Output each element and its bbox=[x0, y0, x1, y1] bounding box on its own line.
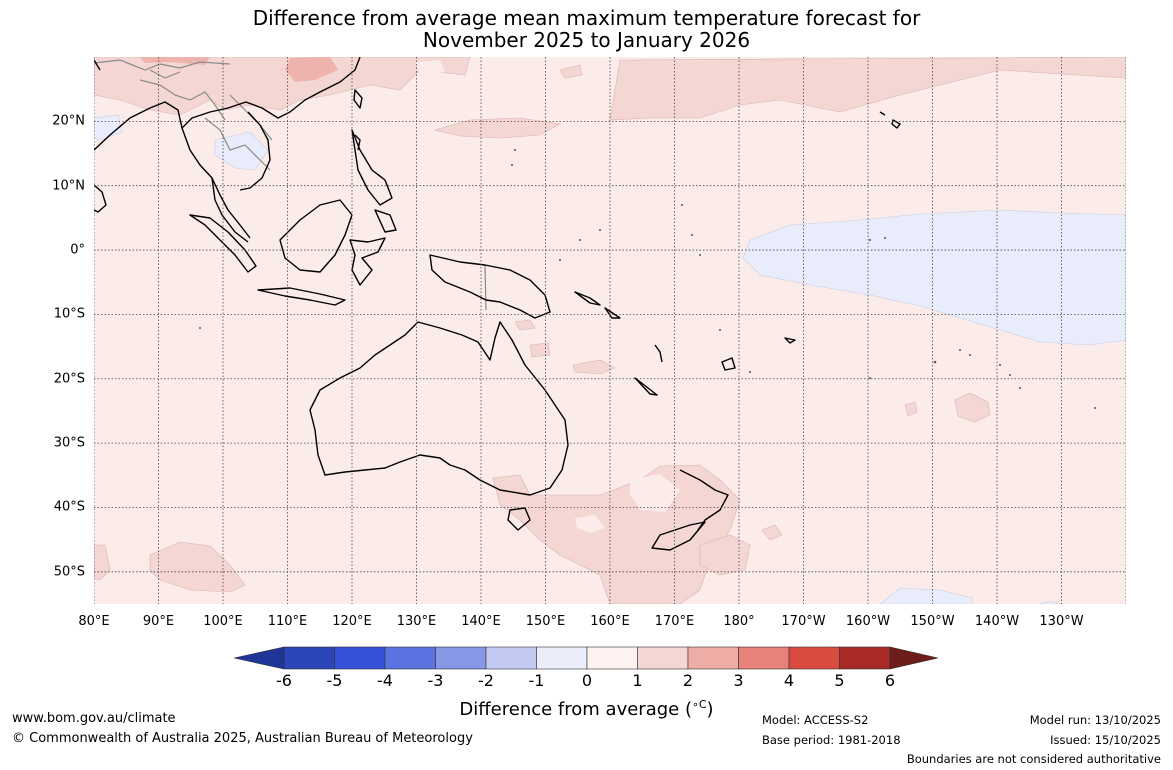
footer-issued: Issued: 15/10/2025 bbox=[1050, 733, 1161, 747]
colorbar-segment bbox=[738, 646, 790, 670]
footer-base-period: Base period: 1981-2018 bbox=[762, 733, 901, 747]
anomaly-warm-1-2 bbox=[94, 57, 1126, 604]
colorbar-segment bbox=[283, 646, 335, 670]
colorbar-segment bbox=[637, 646, 689, 670]
footer-model: Model: ACCESS-S2 bbox=[762, 713, 869, 727]
colorbar-title-text: Difference from average ( bbox=[459, 699, 692, 720]
latitude-label: 20°S bbox=[53, 371, 85, 387]
footer-copyright: © Commonwealth of Australia 2025, Austra… bbox=[12, 731, 473, 746]
longitude-label: 100°E bbox=[203, 614, 243, 629]
colorbar-segment bbox=[687, 646, 739, 670]
colorbar-tick-label: 5 bbox=[834, 671, 845, 690]
colorbar-segment bbox=[435, 646, 487, 670]
colorbar-segment bbox=[788, 646, 840, 670]
latitude-label: 10°S bbox=[53, 306, 85, 322]
longitude-label: 80°E bbox=[78, 614, 110, 629]
latitude-label: 40°S bbox=[53, 499, 85, 515]
longitude-label: 130°E bbox=[396, 614, 437, 629]
small-islands bbox=[199, 149, 1096, 409]
colorbar-segment bbox=[536, 646, 588, 670]
country-borders bbox=[94, 59, 487, 311]
latitude-label: 10°N bbox=[52, 178, 85, 194]
longitude-label: 170°E bbox=[654, 614, 695, 629]
footer-boundaries: Boundaries are not considered authoritat… bbox=[906, 752, 1161, 766]
colorbar-tick-label: 6 bbox=[884, 671, 896, 690]
colorbar-tick-label: -1 bbox=[528, 671, 545, 690]
anomaly-neutral-patches bbox=[415, 60, 680, 533]
colorbar-tick-label: 1 bbox=[632, 671, 643, 690]
chart-title-line1: Difference from average mean maximum tem… bbox=[252, 6, 921, 30]
longitude-label: 130°W bbox=[1039, 614, 1084, 629]
anomaly-warm-2-3 bbox=[140, 57, 338, 82]
anomaly-cool-0-m1 bbox=[94, 114, 1126, 604]
longitude-label: 140°W bbox=[974, 614, 1020, 629]
colorbar-tick-label: 0 bbox=[581, 671, 593, 690]
longitude-label: 110°E bbox=[267, 614, 308, 629]
footer-website[interactable]: www.bom.gov.au/climate bbox=[12, 711, 176, 726]
longitude-label: 180° bbox=[723, 614, 755, 629]
coastlines bbox=[94, 57, 901, 551]
colorbar-title-unit: ∘C bbox=[691, 698, 707, 711]
colorbar-title-close: ) bbox=[706, 699, 714, 720]
colorbar-segment bbox=[839, 646, 891, 670]
colorbar-tick-label: -5 bbox=[326, 671, 343, 690]
colorbar-tick-label: -2 bbox=[478, 671, 494, 690]
longitude-label: 120°E bbox=[332, 614, 372, 629]
colorbar-extend-min bbox=[233, 646, 285, 670]
longitude-label: 170°W bbox=[781, 614, 826, 629]
colorbar-tick-label: -3 bbox=[427, 671, 444, 690]
latitude-label: 30°S bbox=[53, 435, 85, 451]
colorbar-tick-label: 3 bbox=[733, 671, 744, 690]
latitude-label: 0° bbox=[70, 242, 85, 258]
latitude-label: 20°N bbox=[52, 113, 85, 129]
colorbar-extend-max bbox=[889, 646, 939, 670]
chart-title-line2: November 2025 to January 2026 bbox=[422, 28, 751, 52]
colorbar-tick-label: 4 bbox=[783, 671, 795, 690]
longitude-label: 150°W bbox=[910, 614, 955, 629]
longitude-label: 160°W bbox=[845, 614, 891, 629]
colorbar-title: Difference from average (∘C) bbox=[0, 698, 1173, 720]
latitude-label: 50°S bbox=[53, 564, 85, 580]
colorbar-segment bbox=[586, 646, 638, 670]
longitude-label: 140°E bbox=[461, 614, 501, 629]
colorbar-segment bbox=[485, 646, 537, 670]
footer-model-run: Model run: 13/10/2025 bbox=[1029, 713, 1161, 727]
legend-colorbar bbox=[233, 646, 939, 670]
colorbar-tick-label: -4 bbox=[377, 671, 393, 690]
longitude-label: 90°E bbox=[142, 614, 175, 629]
colorbar-tick-label: -6 bbox=[276, 671, 292, 690]
longitude-label: 150°E bbox=[525, 614, 566, 629]
colorbar-segment bbox=[384, 646, 436, 670]
map-area bbox=[94, 57, 1126, 604]
graticule bbox=[94, 57, 1126, 604]
colorbar-tick-label: 2 bbox=[682, 671, 694, 690]
longitude-label: 160°E bbox=[590, 614, 630, 629]
colorbar-segment bbox=[334, 646, 386, 670]
